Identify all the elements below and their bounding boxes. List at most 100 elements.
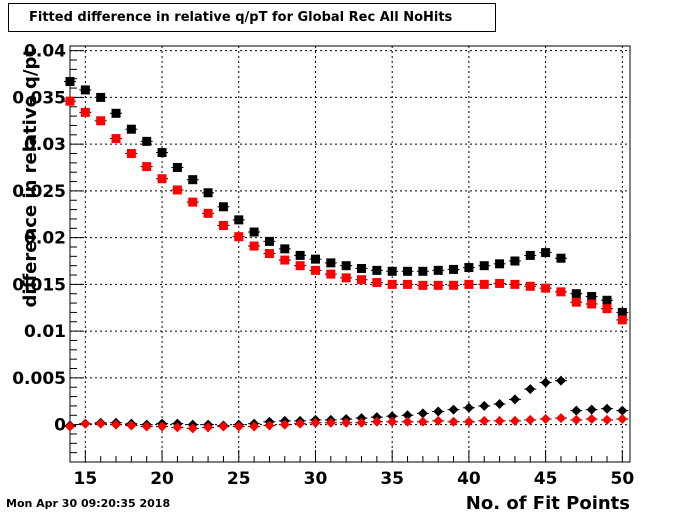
data-point-square xyxy=(280,244,290,254)
data-point-square xyxy=(541,283,551,293)
data-point-square xyxy=(203,208,213,218)
data-point-square xyxy=(80,85,90,95)
data-point-square xyxy=(495,259,505,269)
data-point-square xyxy=(571,289,581,299)
data-point-diamond xyxy=(479,400,490,411)
data-point-square xyxy=(234,215,244,225)
data-point-square xyxy=(96,116,106,126)
series-0 xyxy=(64,77,629,317)
y-tick-label: 0.02 xyxy=(24,229,66,249)
data-point-square xyxy=(464,263,474,273)
y-tick-label: 0 xyxy=(54,416,66,436)
plot-frame xyxy=(69,45,631,463)
data-point-diamond xyxy=(463,402,474,413)
data-point-square xyxy=(433,280,443,290)
y-tick-label: 0.03 xyxy=(24,135,66,155)
data-point-diamond xyxy=(417,408,428,419)
data-point-square xyxy=(571,297,581,307)
data-point-square xyxy=(111,134,121,144)
data-point-square xyxy=(96,92,106,102)
y-tick-label: 0.005 xyxy=(12,369,66,389)
data-point-diamond xyxy=(387,416,398,427)
data-point-square xyxy=(449,280,459,290)
data-point-diamond xyxy=(111,419,122,430)
data-point-diamond xyxy=(586,413,597,424)
data-point-diamond xyxy=(295,418,306,429)
data-point-square xyxy=(556,253,566,263)
data-point-diamond xyxy=(95,418,106,429)
data-point-square xyxy=(111,108,121,118)
data-point-diamond xyxy=(65,421,75,432)
y-tick-label: 0.04 xyxy=(24,42,66,62)
data-point-diamond xyxy=(479,415,490,426)
data-point-square xyxy=(479,279,489,289)
data-point-diamond xyxy=(402,410,413,421)
data-point-square xyxy=(602,304,612,314)
data-point-diamond xyxy=(433,415,444,426)
y-tick-label: 0.015 xyxy=(12,275,66,295)
data-point-diamond xyxy=(233,421,244,432)
data-point-diamond xyxy=(402,416,413,427)
data-point-diamond xyxy=(525,384,536,395)
data-point-diamond xyxy=(448,416,459,427)
data-point-square xyxy=(249,227,259,237)
y-tick-label: 0.025 xyxy=(12,182,66,202)
data-point-square xyxy=(433,265,443,275)
data-point-square xyxy=(126,149,136,159)
data-point-diamond xyxy=(601,403,612,414)
data-point-square xyxy=(525,281,535,291)
chart-title: Fitted difference in relative q/pT for G… xyxy=(8,3,496,32)
x-tick-label: 50 xyxy=(610,469,634,489)
data-point-diamond xyxy=(249,421,260,432)
data-point-square xyxy=(172,185,182,195)
x-tick-label: 20 xyxy=(150,469,174,489)
data-point-square xyxy=(65,96,75,106)
data-point-square xyxy=(510,279,520,289)
data-point-square xyxy=(142,162,152,172)
data-point-square xyxy=(617,307,627,317)
data-point-square xyxy=(617,315,627,325)
data-point-diamond xyxy=(126,420,137,431)
data-point-square xyxy=(403,266,413,276)
data-point-diamond xyxy=(617,405,628,416)
data-point-diamond xyxy=(601,414,612,425)
data-point-square xyxy=(372,278,382,288)
data-point-diamond xyxy=(157,421,168,432)
data-point-diamond xyxy=(494,399,505,410)
data-point-diamond xyxy=(555,375,566,386)
data-point-square xyxy=(387,279,397,289)
data-point-square xyxy=(587,299,597,309)
data-point-square xyxy=(326,269,336,279)
data-point-diamond xyxy=(187,423,198,434)
data-point-square xyxy=(310,254,320,264)
data-point-diamond xyxy=(540,413,551,424)
data-point-square xyxy=(172,163,182,173)
data-point-square xyxy=(479,261,489,271)
data-point-square xyxy=(341,273,351,283)
data-point-square xyxy=(234,232,244,242)
data-point-square xyxy=(403,279,413,289)
data-point-diamond xyxy=(555,413,566,424)
data-point-square xyxy=(280,255,290,265)
data-point-square xyxy=(449,264,459,274)
data-point-diamond xyxy=(617,413,628,424)
data-point-square xyxy=(218,202,228,212)
data-point-diamond xyxy=(325,417,336,428)
data-point-diamond xyxy=(448,404,459,415)
data-point-diamond xyxy=(571,405,582,416)
data-point-diamond xyxy=(371,416,382,427)
data-point-square xyxy=(418,266,428,276)
data-point-square xyxy=(387,266,397,276)
data-point-square xyxy=(587,292,597,302)
data-point-diamond xyxy=(540,377,551,388)
data-point-square xyxy=(264,236,274,246)
data-point-diamond xyxy=(586,404,597,415)
data-point-diamond xyxy=(141,421,152,432)
data-point-square xyxy=(203,188,213,198)
x-axis-title: No. of Fit Points xyxy=(466,493,630,514)
data-point-diamond xyxy=(509,415,520,426)
tick-layer: 15 20 25 30 35 40 45 50 0 0.005 0.01 0.015 0.02 0.025… xyxy=(12,42,634,489)
data-point-square xyxy=(372,265,382,275)
data-point-square xyxy=(295,261,305,271)
